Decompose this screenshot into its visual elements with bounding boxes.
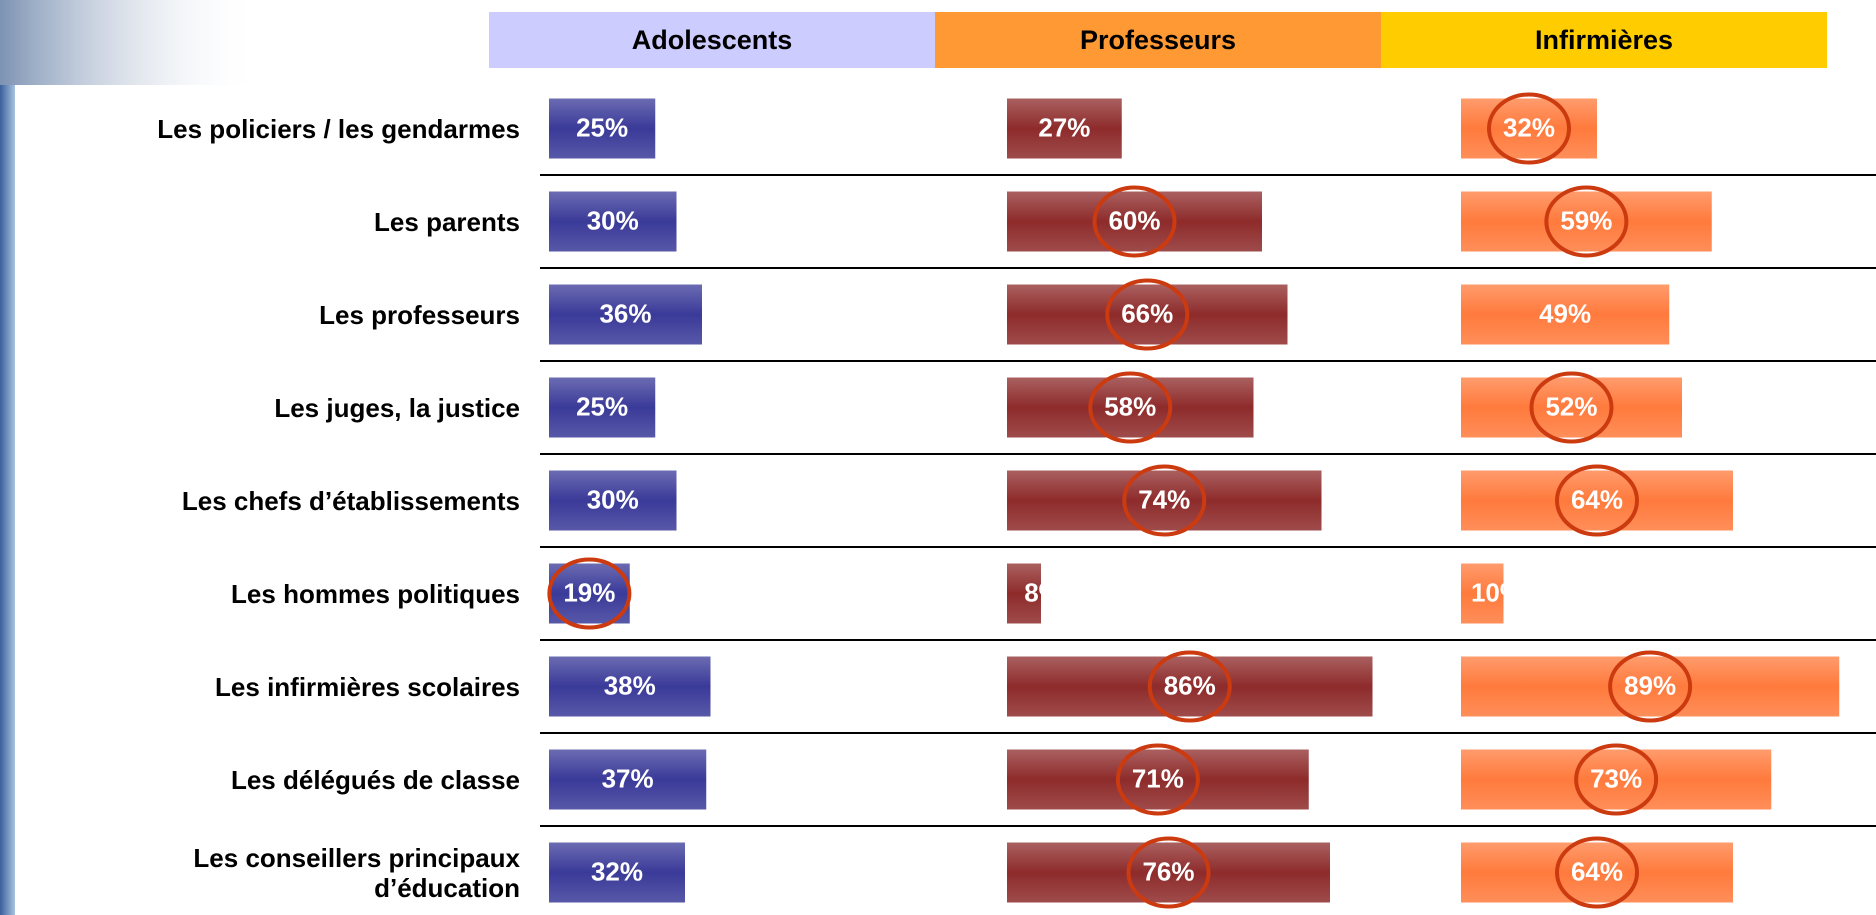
decoration bbox=[0, 0, 260, 85]
row-label: Les hommes politiques bbox=[50, 547, 520, 640]
value-label: 66% bbox=[1121, 298, 1173, 328]
row-label: Les délégués de classe bbox=[50, 733, 520, 826]
value-label: 32% bbox=[591, 856, 643, 886]
column-header: Infirmières bbox=[1381, 12, 1827, 68]
value-label: 37% bbox=[602, 763, 654, 793]
value-label: 64% bbox=[1571, 856, 1623, 886]
row-label: Les conseillers principaux d’éducation bbox=[50, 826, 520, 915]
value-label: 10% bbox=[1471, 577, 1523, 607]
value-label: 27% bbox=[1038, 112, 1090, 142]
value-label: 52% bbox=[1545, 391, 1597, 421]
column-header: Adolescents bbox=[489, 12, 935, 68]
value-label: 25% bbox=[576, 391, 628, 421]
row-label: Les policiers / les gendarmes bbox=[50, 82, 520, 175]
value-label: 38% bbox=[604, 670, 656, 700]
value-label: 64% bbox=[1571, 484, 1623, 514]
value-label: 30% bbox=[587, 484, 639, 514]
value-label: 89% bbox=[1624, 670, 1676, 700]
value-label: 25% bbox=[576, 112, 628, 142]
value-label: 19% bbox=[563, 577, 615, 607]
value-label: 58% bbox=[1104, 391, 1156, 421]
value-label: 71% bbox=[1132, 763, 1184, 793]
row-label: Les parents bbox=[50, 175, 520, 268]
slide: 25% 30% 36% 25% 30% 19% 38% 37% 32% 27% 60% 66% 58% 7… bbox=[0, 0, 1876, 915]
value-label: 36% bbox=[599, 298, 651, 328]
column-header: Professeurs bbox=[935, 12, 1381, 68]
value-label: 60% bbox=[1108, 205, 1160, 235]
value-label: 59% bbox=[1560, 205, 1612, 235]
decoration bbox=[0, 85, 15, 915]
row-label: Les professeurs bbox=[50, 268, 520, 361]
value-label: 86% bbox=[1164, 670, 1216, 700]
value-label: 73% bbox=[1590, 763, 1642, 793]
value-label: 8% bbox=[1024, 577, 1062, 607]
row-label: Les juges, la justice bbox=[50, 361, 520, 454]
value-label: 32% bbox=[1503, 112, 1555, 142]
value-label: 74% bbox=[1138, 484, 1190, 514]
value-label: 76% bbox=[1142, 856, 1194, 886]
value-label: 30% bbox=[587, 205, 639, 235]
value-label: 49% bbox=[1539, 298, 1591, 328]
row-label: Les chefs d’établissements bbox=[50, 454, 520, 547]
row-label: Les infirmières scolaires bbox=[50, 640, 520, 733]
